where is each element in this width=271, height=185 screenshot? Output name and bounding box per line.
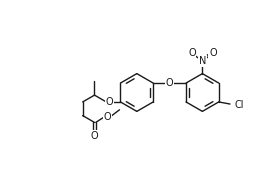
Text: O: O	[166, 78, 173, 88]
Text: O: O	[91, 131, 98, 141]
Text: O: O	[106, 97, 113, 107]
Text: Cl: Cl	[235, 100, 244, 110]
Text: O: O	[209, 48, 217, 58]
Text: O: O	[188, 48, 196, 58]
Text: N: N	[199, 56, 206, 66]
Text: O: O	[104, 112, 111, 122]
